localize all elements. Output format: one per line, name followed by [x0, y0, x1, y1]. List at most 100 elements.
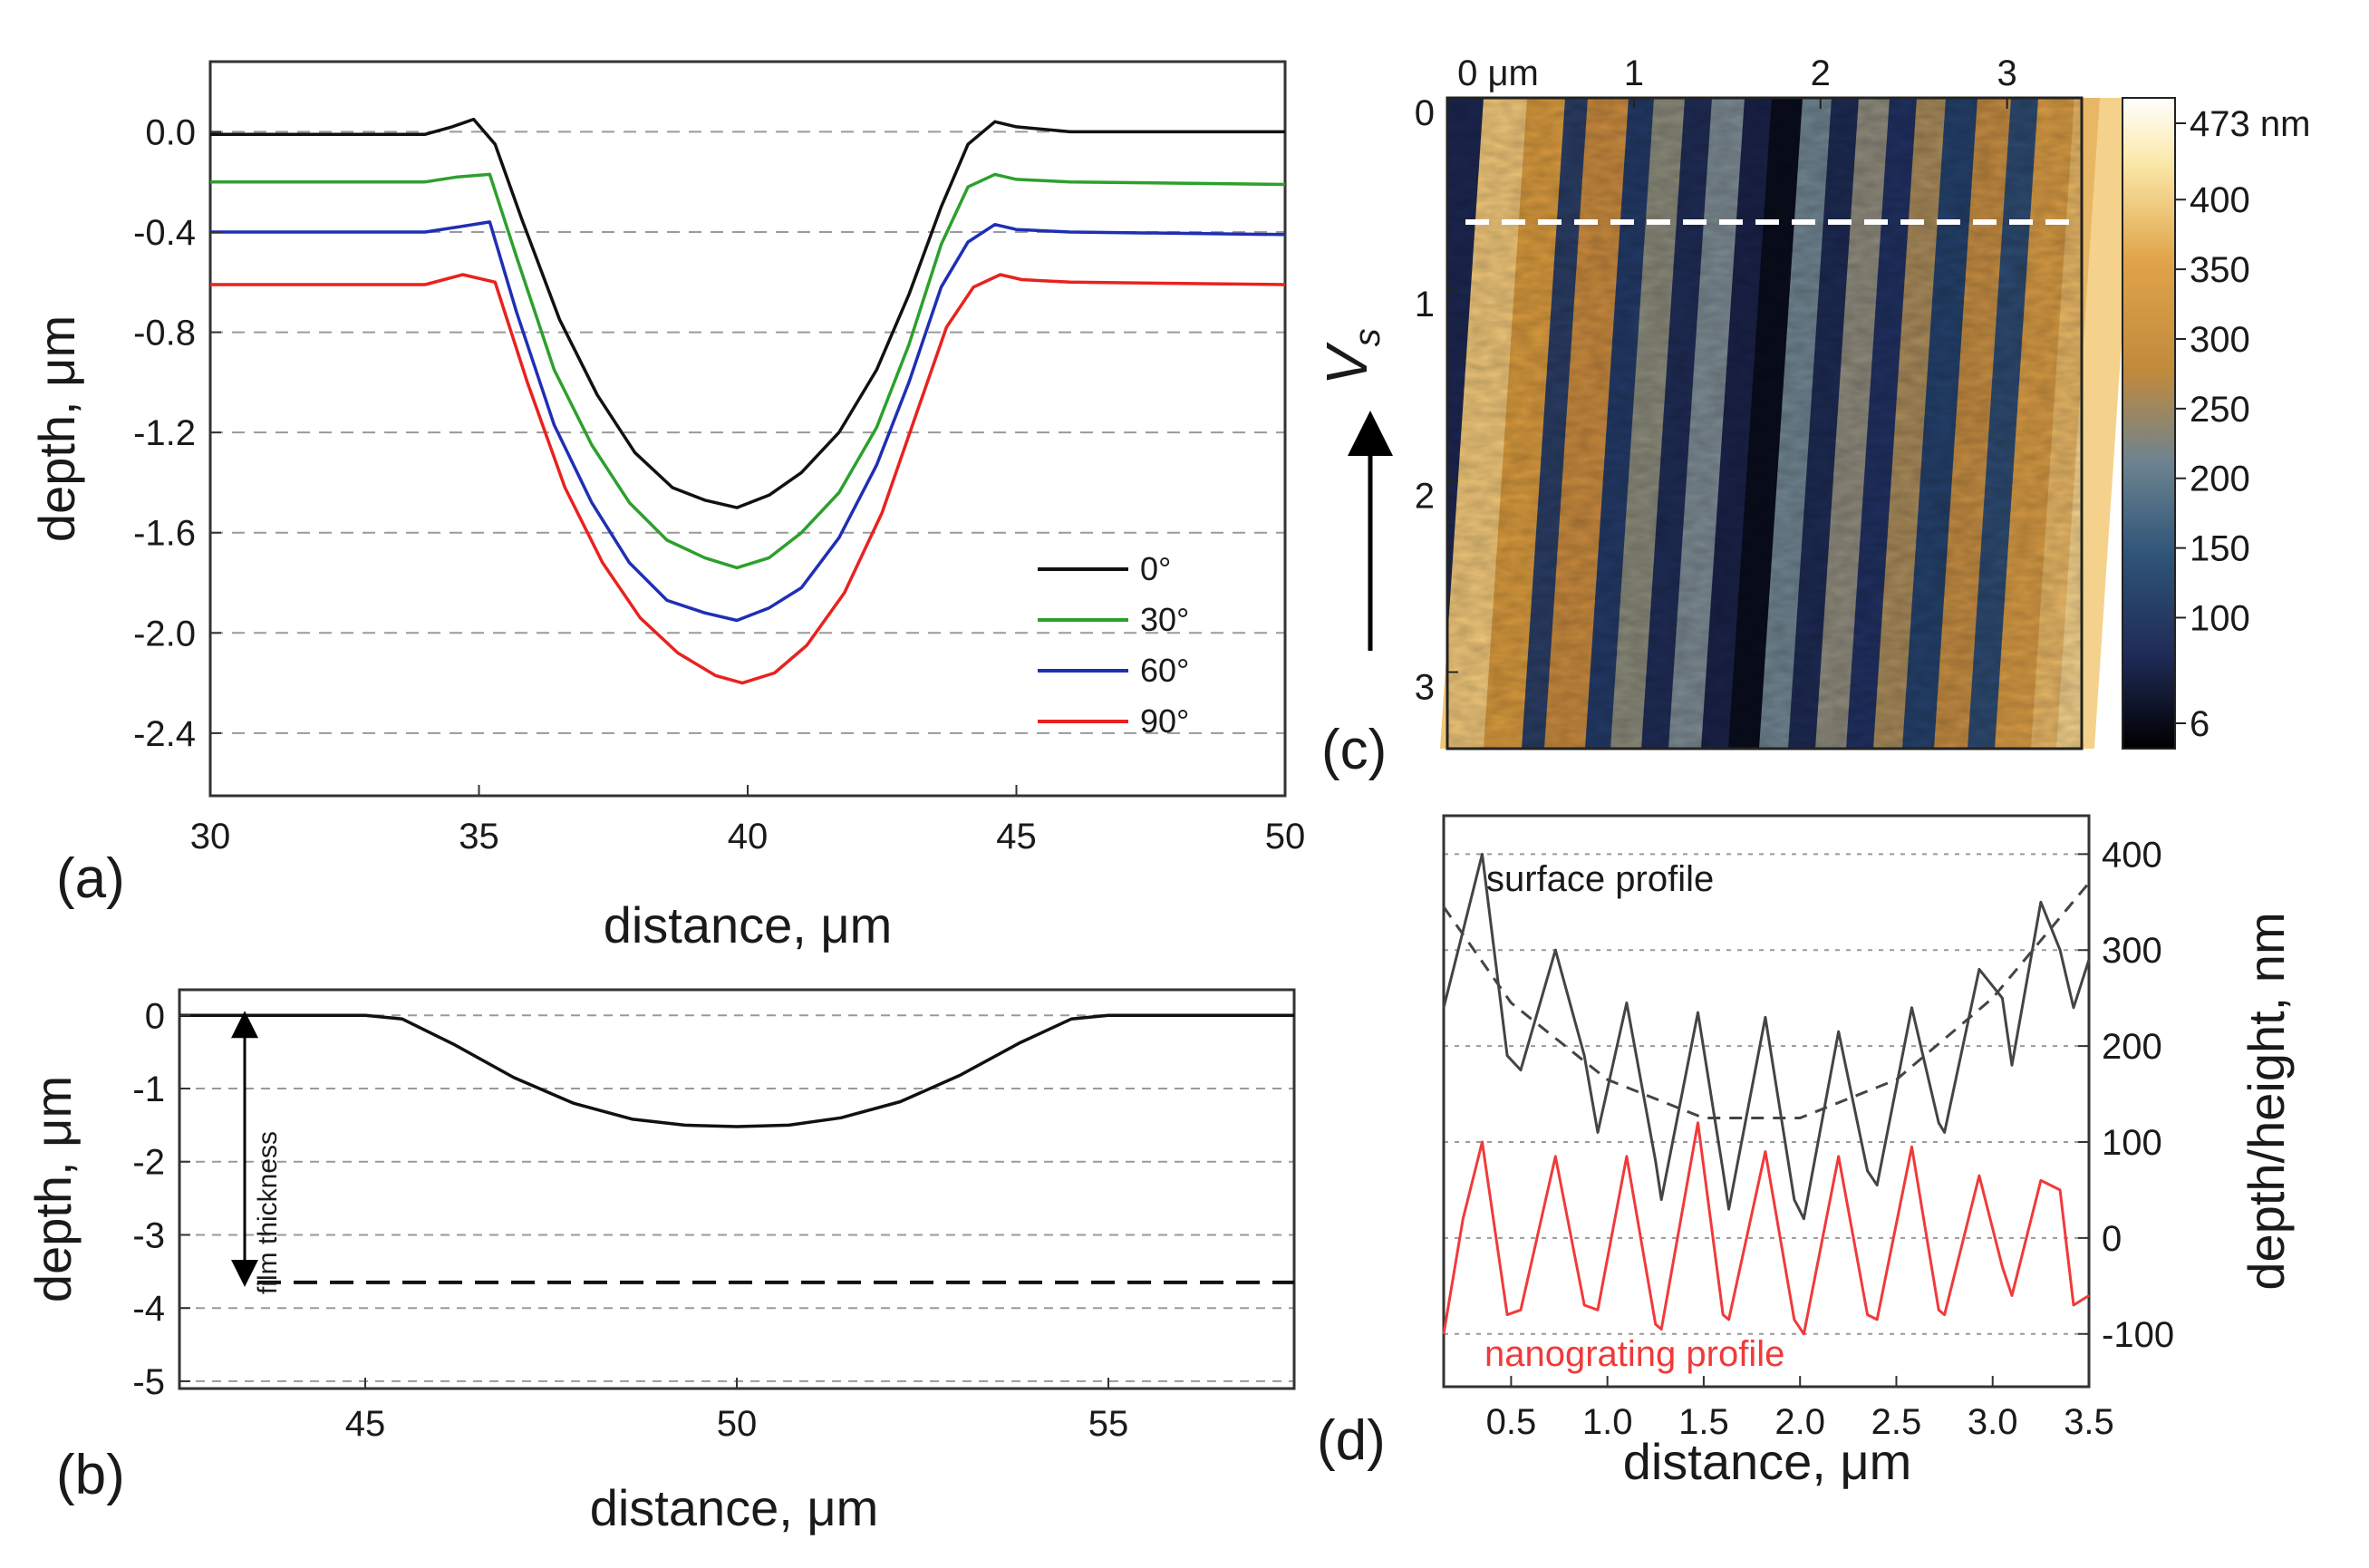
colorbar-ticks: 473 nm 400 350 300 250 200 150 100 6 — [2175, 104, 2310, 744]
panel-b-letter: (b) — [56, 1444, 125, 1506]
surface-profile-label: surface profile — [1486, 859, 1714, 899]
panel-d-ytick-label: -100 — [2102, 1315, 2174, 1355]
panel-b-ytick-label: -5 — [132, 1362, 165, 1402]
panel-b-ylabel: depth, μm — [24, 1076, 82, 1302]
panel-d-grid — [1444, 853, 2089, 1335]
panel-b-series-line — [179, 1013, 1294, 1128]
panel-b-ytick-label: -3 — [132, 1215, 165, 1255]
panel-a-ytick-label: -1.6 — [133, 514, 196, 554]
colorbar-tick-label: 400 — [2190, 180, 2250, 220]
panel-a-grid — [210, 131, 1285, 734]
panel-a-series-line — [210, 172, 1286, 570]
panel-c: 0 μm 1 2 3 0 1 2 3 Vs 473 nm 400 350 300 250 200 150 1… — [1314, 53, 2310, 781]
panel-d-series-line — [1442, 1121, 2090, 1336]
panel-d-series — [1442, 852, 2091, 1336]
legend-label: 30° — [1140, 601, 1189, 638]
panel-b-ytick-label: 0 — [145, 996, 165, 1036]
panel-b-ytick-label: -4 — [132, 1289, 165, 1329]
panel-c-ticks: 0 μm 1 2 3 0 1 2 3 — [1415, 53, 2017, 708]
panel-a-frame — [208, 60, 1287, 798]
panel-b-series — [179, 1013, 1294, 1128]
panel-b-xlabel: distance, μm — [590, 1479, 879, 1536]
panel-d-ytick-label: 200 — [2102, 1027, 2162, 1067]
legend-label: 90° — [1140, 702, 1189, 740]
panel-b-xtick-label: 45 — [345, 1404, 386, 1444]
panel-d-ytick-label: 300 — [2102, 931, 2162, 971]
panel-a-ytick-label: -0.4 — [133, 213, 196, 253]
afm-xtick-label: 2 — [1811, 53, 1831, 93]
colorbar-tick-label: 200 — [2190, 460, 2250, 499]
colorbar-tick-label: 100 — [2190, 598, 2250, 638]
colorbar-tick-label: 250 — [2190, 390, 2250, 430]
colorbar-tick-label: 300 — [2190, 320, 2250, 360]
panel-d-xtick-label: 0.5 — [1486, 1402, 1537, 1442]
panel-d-letter: (d) — [1317, 1409, 1386, 1472]
colorbar-tick-label: 150 — [2190, 529, 2250, 569]
afm-image — [1440, 98, 2138, 749]
panel-d: 400 300 200 100 0 -100 0.5 1.0 1.5 2.0 2.5 3.0 3.5 s… — [1317, 814, 2295, 1490]
legend-label: 60° — [1140, 652, 1189, 689]
colorbar — [2122, 97, 2176, 750]
panel-c-letter: (c) — [1321, 719, 1387, 781]
panel-d-frame — [1442, 814, 2091, 1389]
panel-d-xtick-label: 3.0 — [1968, 1402, 2018, 1442]
panel-b: 0 -1 -2 -3 -4 -5 45 50 55 film thickness distanc… — [24, 988, 1296, 1536]
panel-d-ytick-label: 0 — [2102, 1219, 2122, 1259]
panel-a-xtick-label: 30 — [190, 817, 231, 857]
panel-a-xtick-label: 40 — [728, 817, 769, 857]
vs-axis-symbol: Vs — [1314, 328, 1388, 385]
panel-a-ytick-label: -2.0 — [133, 614, 196, 653]
panel-a: 0.0 -0.4 -0.8 -1.2 -1.6 -2.0 -2.4 30 35 40 45 50 di… — [28, 60, 1305, 953]
panel-a-series-line — [210, 273, 1286, 685]
afm-ytick-label: 1 — [1415, 285, 1435, 324]
afm-xtick-label: 3 — [1997, 53, 2017, 93]
panel-d-ticks: 400 300 200 100 0 -100 0.5 1.0 1.5 2.0 2.5 3.0 3.5 — [1486, 835, 2174, 1442]
vs-axis-subscript: s — [1348, 328, 1388, 346]
afm-frame — [1446, 96, 2084, 750]
panel-d-xtick-label: 2.0 — [1774, 1402, 1825, 1442]
panel-b-grid — [179, 1014, 1294, 1382]
colorbar-tick-label: 6 — [2190, 704, 2209, 744]
colorbar-tick-label: 350 — [2190, 250, 2250, 290]
panel-d-series-line — [1442, 852, 2091, 1221]
panel-a-ticks: 0.0 -0.4 -0.8 -1.2 -1.6 -2.0 -2.4 30 35 40 45 50 — [133, 112, 1305, 857]
panel-d-series-line — [1442, 882, 2091, 1119]
panel-a-xtick-label: 45 — [996, 817, 1037, 857]
afm-ytick-label: 3 — [1415, 668, 1435, 708]
panel-d-xtick-label: 1.0 — [1582, 1402, 1633, 1442]
panel-a-series — [210, 117, 1286, 685]
panel-d-xlabel: distance, μm — [1623, 1433, 1912, 1490]
panel-a-xlabel: distance, μm — [604, 896, 893, 953]
panel-b-frame — [178, 988, 1296, 1390]
panel-b-thickness-annotation: film thickness — [231, 1011, 1294, 1294]
panel-a-series-line — [210, 117, 1285, 509]
panel-d-ytick-label: 100 — [2102, 1123, 2162, 1163]
panel-b-xtick-label: 50 — [717, 1404, 758, 1444]
afm-ytick-label: 2 — [1415, 476, 1435, 516]
panel-a-ytick-label: -2.4 — [133, 714, 196, 754]
panel-d-xtick-label: 3.5 — [2064, 1402, 2114, 1442]
panel-b-ticks: 0 -1 -2 -3 -4 -5 45 50 55 — [132, 996, 1128, 1444]
panel-d-ytick-label: 400 — [2102, 835, 2162, 875]
panel-b-xtick-label: 55 — [1088, 1404, 1129, 1444]
panel-a-legend: 0° 30° 60° 90° — [1038, 550, 1189, 740]
legend-label: 0° — [1140, 550, 1171, 587]
afm-xtick-label: 1 — [1624, 53, 1644, 93]
panel-a-ylabel: depth, μm — [28, 315, 85, 542]
nanograting-profile-label: nanograting profile — [1484, 1334, 1784, 1374]
panel-a-ytick-label: -0.8 — [133, 314, 196, 353]
panel-d-ylabel: depth/height, nm — [2238, 912, 2295, 1290]
panel-a-letter: (a) — [56, 847, 125, 910]
panel-d-xtick-label: 1.5 — [1678, 1402, 1729, 1442]
film-thickness-label: film thickness — [253, 1131, 283, 1294]
panel-b-ytick-label: -2 — [132, 1143, 165, 1183]
panel-a-ytick-label: -1.2 — [133, 413, 196, 453]
panel-a-xtick-label: 50 — [1265, 817, 1306, 857]
colorbar-tick-label: 473 nm — [2190, 104, 2310, 144]
afm-ytick-label: 0 — [1415, 93, 1435, 133]
panel-a-ytick-label: 0.0 — [145, 112, 196, 152]
panel-b-ytick-label: -1 — [132, 1070, 165, 1109]
panel-a-xtick-label: 35 — [459, 817, 499, 857]
panel-a-series-line — [210, 220, 1286, 623]
